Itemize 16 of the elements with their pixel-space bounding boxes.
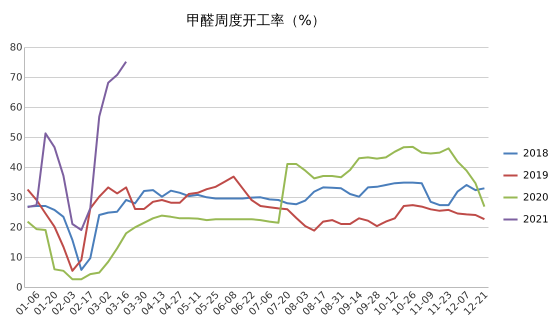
line-series xyxy=(26,60,128,231)
y-tick-label: 40 xyxy=(10,162,22,174)
legend-label: 2018 xyxy=(523,148,548,160)
y-tick-label: 0 xyxy=(16,282,22,294)
y-tick-label: 50 xyxy=(10,132,22,144)
y-tick-label: 10 xyxy=(10,252,22,264)
y-tick-label: 20 xyxy=(10,222,22,234)
chart-title: 甲醛周度开工率（%） xyxy=(186,13,326,29)
legend-label: 2020 xyxy=(523,192,548,204)
legend-label: 2021 xyxy=(523,214,548,226)
y-tick-label: 80 xyxy=(10,42,22,54)
line-series xyxy=(26,146,486,280)
y-tick-label: 70 xyxy=(10,72,22,84)
y-tick-label: 60 xyxy=(10,102,22,114)
y-tick-label: 30 xyxy=(10,192,22,204)
legend-label: 2019 xyxy=(523,170,548,182)
